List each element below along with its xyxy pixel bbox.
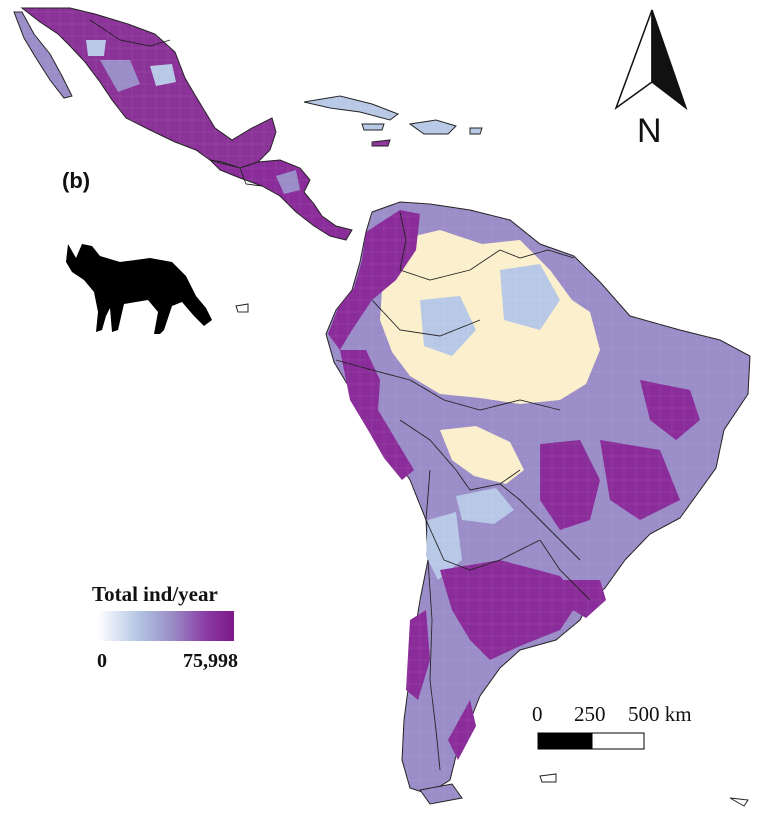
north-label: N [637, 112, 662, 150]
north-arrow-icon [614, 9, 688, 111]
fox-silhouette-icon [66, 244, 212, 334]
scale-label-0: 0 [532, 702, 543, 726]
legend-min-label: 0 [97, 650, 107, 672]
legend-colorbar [98, 611, 234, 641]
legend-title: Total ind/year [92, 582, 218, 606]
panel-label: (b) [62, 168, 91, 193]
legend-max-label: 75,998 [183, 650, 238, 672]
scale-label-250: 250 [574, 702, 606, 726]
scale-bar [537, 732, 645, 750]
scale-label-500km: 500 km [628, 702, 692, 726]
